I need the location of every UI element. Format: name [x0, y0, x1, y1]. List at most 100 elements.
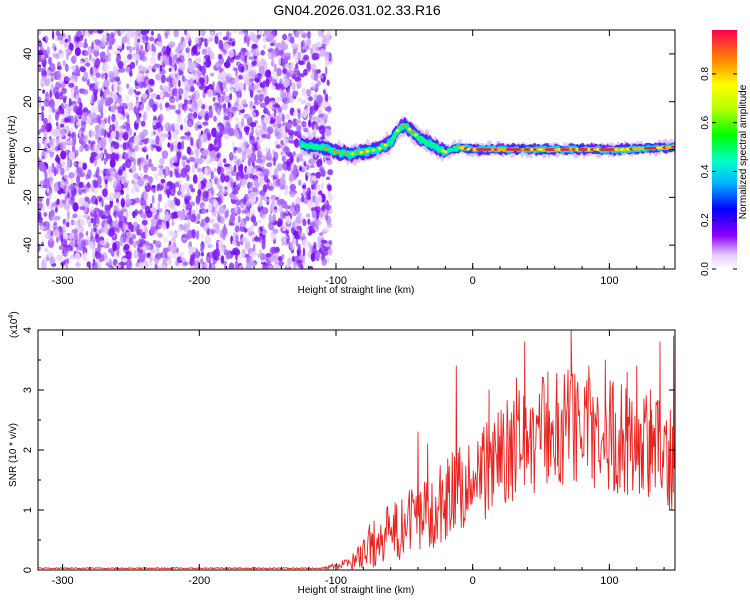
noise-speckle — [232, 195, 239, 200]
noise-speckle — [175, 97, 179, 103]
noise-speckle — [125, 95, 130, 102]
noise-speckle — [38, 202, 43, 212]
colorbar-axis: 0.0 0.2 0.4 0.6 0.8 — [700, 67, 737, 276]
noise-speckle — [57, 66, 62, 70]
noise-speckle — [169, 143, 173, 153]
noise-speckle — [245, 217, 250, 222]
noise-speckle — [38, 142, 41, 151]
noise-speckle — [42, 52, 45, 62]
noise-speckle — [152, 103, 158, 112]
noise-speckle — [308, 225, 314, 231]
noise-speckle — [184, 213, 190, 221]
noise-speckle — [314, 196, 322, 205]
noise-speckle — [229, 93, 233, 101]
noise-speckle — [160, 74, 166, 84]
noise-speckle — [70, 177, 74, 186]
noise-speckle — [85, 230, 89, 237]
noise-speckle — [77, 97, 82, 105]
noise-speckle — [307, 199, 314, 209]
noise-speckle — [149, 36, 155, 42]
noise-speckle — [144, 74, 148, 80]
noise-speckle — [305, 102, 312, 107]
noise-speckle — [78, 181, 84, 189]
noise-speckle — [109, 72, 114, 80]
noise-speckle — [263, 107, 267, 115]
noise-speckle — [324, 66, 328, 76]
noise-speckle — [163, 210, 170, 217]
noise-speckle — [223, 115, 230, 121]
noise-speckle — [284, 137, 288, 147]
noise-speckle — [308, 265, 314, 269]
noise-speckle — [142, 74, 145, 83]
noise-speckle — [267, 52, 272, 60]
noise-speckle — [281, 236, 284, 247]
noise-speckle — [225, 75, 230, 84]
noise-speckle — [160, 165, 164, 170]
noise-speckle — [142, 66, 147, 73]
ridge-peak — [350, 152, 355, 156]
noise-speckle — [163, 225, 167, 231]
noise-speckle — [51, 30, 55, 40]
noise-speckle — [139, 81, 144, 89]
noise-speckle — [288, 78, 293, 84]
noise-speckle — [293, 43, 300, 48]
noise-speckle — [164, 251, 168, 259]
noise-speckle — [156, 209, 160, 216]
noise-speckle — [238, 30, 244, 35]
noise-speckle — [234, 206, 238, 215]
noise-speckle — [300, 41, 304, 51]
noise-speckle — [262, 80, 266, 86]
noise-speckle — [155, 225, 159, 231]
noise-speckle — [78, 109, 83, 116]
noise-speckle — [175, 173, 182, 178]
noise-speckle — [200, 262, 204, 269]
noise-speckle — [91, 140, 96, 145]
noise-speckle — [47, 114, 52, 124]
x-tick-label: -100 — [325, 275, 347, 287]
noise-speckle — [243, 250, 246, 257]
noise-speckle — [42, 89, 45, 94]
noise-speckle — [49, 62, 56, 73]
noise-speckle — [297, 109, 301, 120]
noise-speckle — [204, 85, 209, 90]
noise-speckle — [214, 256, 220, 261]
noise-speckle — [221, 95, 225, 103]
noise-speckle — [241, 117, 245, 128]
ridge-peak — [383, 143, 388, 147]
noise-speckle — [281, 254, 285, 260]
noise-speckle — [272, 213, 277, 222]
noise-speckle — [163, 236, 169, 244]
noise-speckle — [265, 151, 272, 161]
noise-speckle — [255, 128, 259, 135]
noise-speckle — [127, 53, 133, 60]
noise-speckle — [309, 47, 313, 55]
noise-speckle — [65, 261, 68, 269]
noise-speckle — [81, 115, 88, 122]
noise-speckle — [262, 184, 268, 193]
noise-speckle — [286, 238, 290, 245]
noise-speckle — [117, 201, 120, 211]
noise-speckle — [115, 121, 118, 129]
noise-speckle — [49, 235, 54, 243]
noise-speckle — [129, 45, 133, 54]
noise-speckle — [234, 221, 241, 228]
noise-speckle — [204, 235, 211, 246]
noise-speckle — [195, 62, 200, 69]
noise-speckle — [169, 96, 176, 104]
ridge-peak — [410, 130, 415, 134]
noise-speckle — [284, 185, 288, 191]
noise-speckle — [243, 126, 250, 132]
noise-speckle — [162, 258, 167, 265]
noise-speckle — [56, 254, 63, 262]
noise-speckle — [249, 31, 256, 41]
noise-speckle — [204, 167, 208, 176]
noise-speckle — [187, 220, 190, 230]
noise-speckle — [50, 144, 56, 153]
noise-speckle — [161, 150, 169, 159]
noise-speckle — [268, 33, 274, 41]
noise-speckle — [71, 144, 76, 153]
noise-speckle — [168, 41, 175, 49]
noise-speckle — [108, 192, 115, 202]
ridge-peaks — [323, 124, 675, 156]
noise-speckle — [322, 89, 326, 95]
